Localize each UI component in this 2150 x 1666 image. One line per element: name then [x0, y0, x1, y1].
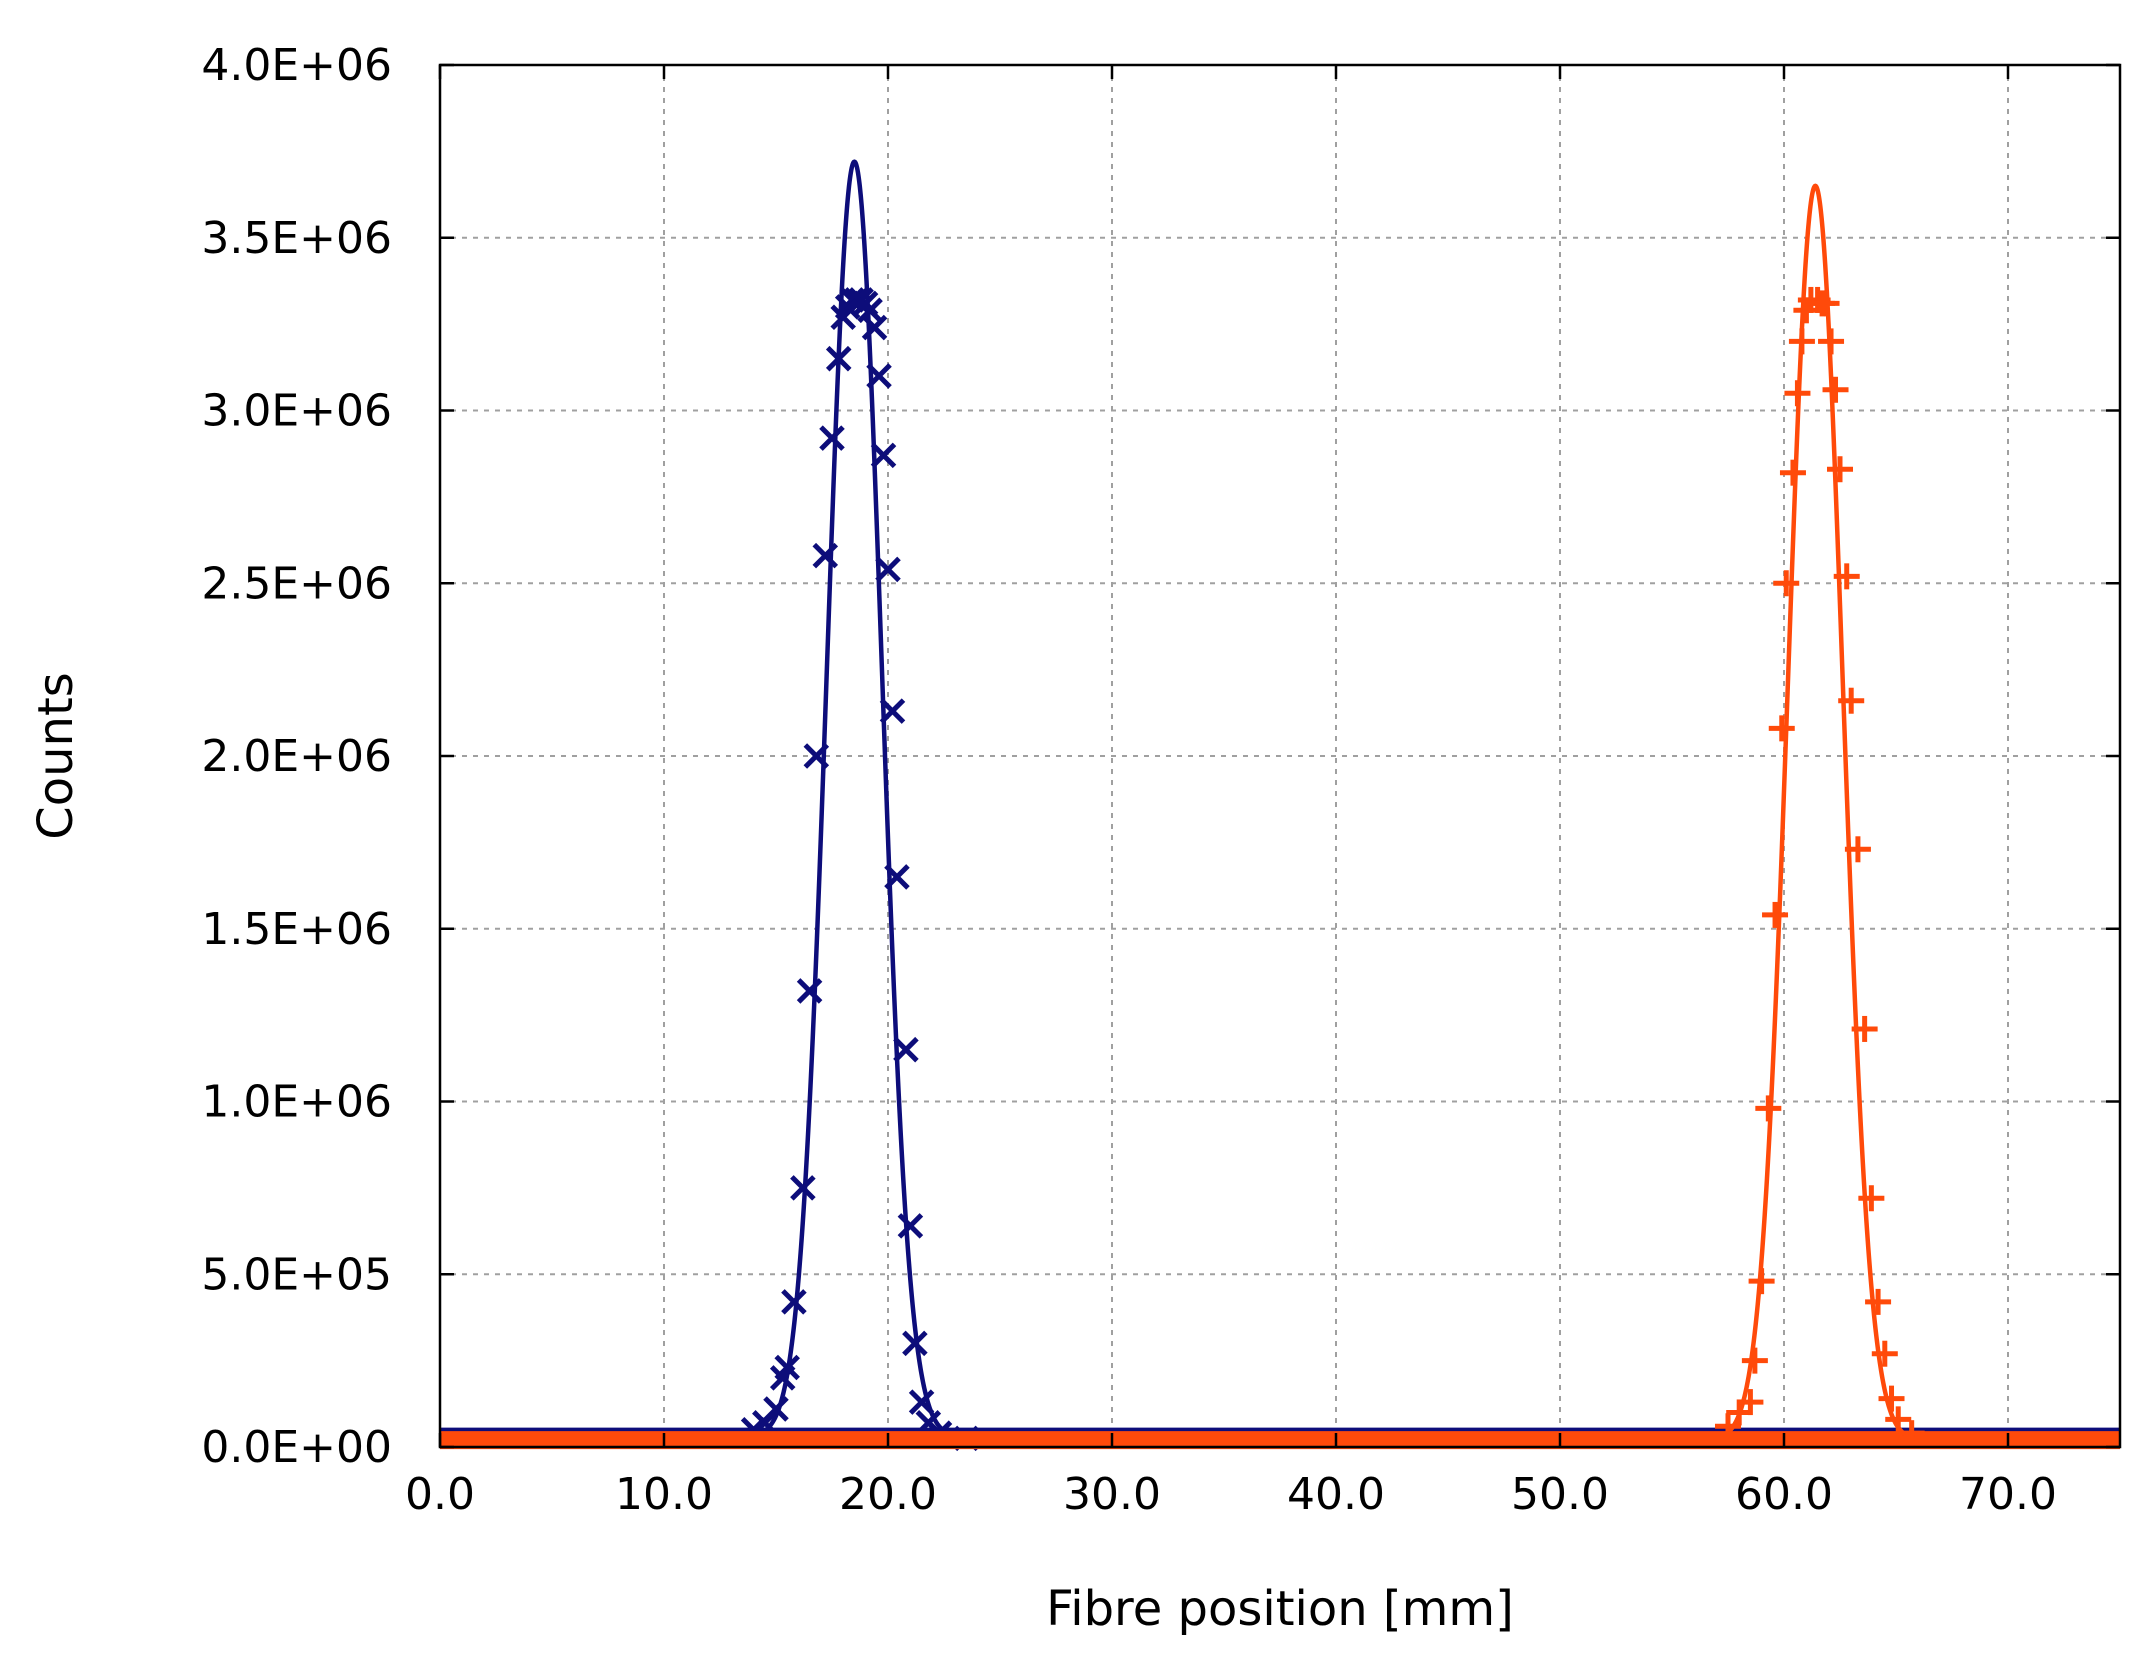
grid — [440, 65, 2120, 1447]
series-0-point — [897, 1213, 924, 1239]
series-1 — [440, 183, 2120, 1450]
series-1-point — [1779, 459, 1806, 486]
series-0-point — [861, 314, 888, 341]
series-0-point — [774, 1354, 800, 1381]
series-0-point — [825, 345, 852, 372]
series-1-point — [1833, 563, 1860, 590]
y-tick-label: 4.0E+06 — [201, 40, 392, 91]
series-0-point — [790, 1175, 816, 1201]
x-tick-label: 0.0 — [405, 1469, 475, 1520]
x-tick-label: 40.0 — [1287, 1469, 1385, 1520]
series-0-point — [781, 1289, 807, 1315]
x-tick-label: 50.0 — [1511, 1469, 1609, 1520]
series-1-point — [1762, 901, 1789, 928]
x-tick-label: 10.0 — [615, 1469, 713, 1520]
series-1-point — [1755, 1095, 1782, 1122]
y-axis-label: Counts — [28, 672, 84, 840]
series-1-point — [1737, 1389, 1764, 1416]
series-1-point — [1851, 1015, 1878, 1042]
y-tick-label: 2.0E+06 — [201, 731, 392, 782]
y-tick-label: 5.0E+05 — [201, 1249, 392, 1300]
series-1-point — [1844, 836, 1871, 863]
series-1-point — [1878, 1385, 1905, 1412]
y-tick-label: 1.0E+06 — [201, 1077, 392, 1128]
x-tick-label: 60.0 — [1735, 1469, 1833, 1520]
y-tick-label: 3.5E+06 — [201, 213, 392, 264]
series-1-fit-line — [1680, 183, 1950, 1443]
ticks: 0.0 10.0 20.0 30.0 40.0 50.0 60.0 70.0 0.0E+00 5.… — [201, 40, 2120, 1520]
series-0-point — [908, 1389, 935, 1415]
series-1-point — [1838, 687, 1865, 714]
series-1-point — [1885, 1406, 1912, 1433]
series-0-point — [819, 425, 845, 451]
series-0-point — [893, 1036, 919, 1063]
series-0-point — [870, 442, 897, 469]
series-0-point — [902, 1330, 928, 1357]
x-tick-label: 20.0 — [839, 1469, 937, 1520]
series-0-point — [796, 978, 823, 1004]
series-1-point — [1773, 570, 1800, 597]
series-1-point — [1818, 328, 1845, 355]
y-tick-label: 3.0E+06 — [201, 386, 392, 437]
series-1-point — [1813, 290, 1840, 317]
x-tick-label: 30.0 — [1063, 1469, 1161, 1520]
series-0-point — [763, 1396, 789, 1422]
series-1-point — [1858, 1185, 1885, 1212]
series-1-point — [1822, 376, 1849, 403]
series-0-point — [879, 698, 906, 724]
series-0-point — [812, 542, 839, 569]
series-1-point — [1865, 1288, 1892, 1315]
series-1-point — [1827, 456, 1853, 483]
series-1-point — [1871, 1340, 1898, 1367]
series-0-point — [884, 864, 910, 890]
series-0-point — [866, 363, 892, 389]
series-1-point — [1741, 1347, 1768, 1374]
series-1-point — [1898, 1420, 1925, 1447]
series-1-point — [1715, 1413, 1741, 1440]
series-0-point — [875, 556, 901, 583]
series-1-point — [1788, 328, 1815, 355]
series-1-point — [1784, 380, 1811, 407]
y-tick-label: 0.0E+00 — [201, 1422, 392, 1473]
series-0-point — [803, 743, 830, 769]
series-0-fit-line — [720, 159, 989, 1439]
x-axis-label: Fibre position [mm] — [1046, 1581, 1514, 1637]
series-1-point — [1768, 715, 1795, 742]
x-tick-label: 70.0 — [1959, 1469, 2057, 1520]
series-layer — [440, 159, 2120, 1452]
series-1-point — [1748, 1268, 1775, 1295]
y-tick-label: 2.5E+06 — [201, 558, 392, 609]
y-tick-label: 1.5E+06 — [201, 904, 392, 955]
